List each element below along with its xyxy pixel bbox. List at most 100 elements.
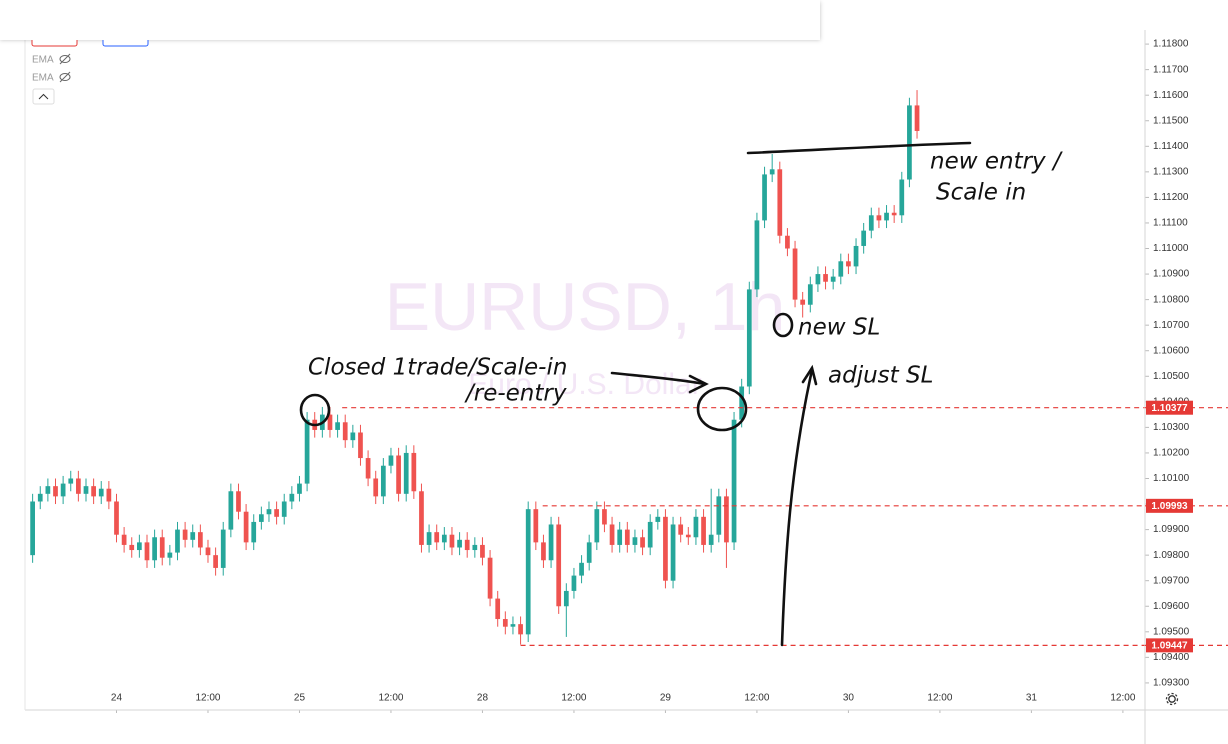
candle-body	[53, 486, 58, 497]
x-tick-label: 24	[111, 693, 123, 704]
candle-body	[785, 235, 790, 249]
candle-body	[327, 414, 333, 430]
settings-icon[interactable]	[1165, 692, 1179, 706]
candle-body	[220, 529, 226, 568]
y-tick-label: 1.11800	[1153, 39, 1189, 50]
candle-body	[724, 496, 729, 543]
toolbar-cut	[0, 30, 820, 40]
candle-body	[373, 478, 379, 497]
visibility-icons[interactable]	[59, 53, 71, 83]
candle-body	[68, 478, 74, 484]
candle-body	[693, 516, 699, 538]
candle-body	[678, 524, 684, 535]
y-tick-label: 1.11600	[1153, 90, 1189, 101]
candle-body	[495, 598, 501, 620]
annotation: Scale in	[936, 180, 1026, 206]
candle-body	[129, 544, 135, 551]
y-tick-label: 1.09700	[1153, 575, 1190, 586]
candle-body	[114, 501, 119, 535]
candle-body	[655, 516, 661, 522]
candle-body	[274, 509, 279, 517]
collapse-button[interactable]	[32, 88, 55, 105]
candle-body	[30, 501, 35, 556]
candle-body	[884, 212, 889, 221]
candle-body	[83, 486, 89, 494]
candle-body	[617, 529, 623, 545]
candle-body	[533, 509, 539, 543]
candle-body	[640, 537, 645, 548]
x-tick-label: 12:00	[927, 693, 952, 704]
candle-body	[861, 230, 867, 246]
candle-body	[297, 483, 302, 494]
y-tick-label: 1.09900	[1153, 524, 1190, 535]
candle-body	[228, 491, 234, 530]
candle-body	[609, 524, 615, 545]
y-tick-label: 1.11200	[1153, 192, 1189, 203]
candle-body	[899, 179, 905, 216]
candle-body	[266, 509, 272, 515]
y-tick-label: 1.10100	[1153, 473, 1190, 484]
candle-body	[350, 432, 356, 441]
y-tick-label: 1.10600	[1153, 345, 1190, 356]
level-label: 1.10377	[1151, 403, 1188, 414]
candle-body	[739, 386, 745, 420]
candle-body	[457, 539, 462, 548]
y-tick-label: 1.09400	[1153, 652, 1190, 663]
candle-body	[548, 524, 554, 561]
candle-body	[876, 215, 882, 221]
indicator-label: EMA	[32, 55, 54, 66]
candle-body	[236, 491, 241, 512]
level-label: 1.09447	[1151, 640, 1188, 651]
candle-body	[190, 532, 196, 540]
candle-body	[480, 544, 485, 558]
y-tick-label: 1.09300	[1153, 678, 1190, 689]
candle-body	[342, 422, 348, 441]
candle-body	[914, 105, 920, 131]
hand-drawings	[299, 141, 972, 647]
candle-body	[137, 542, 142, 551]
candle-body	[571, 575, 577, 591]
candle-body	[518, 624, 523, 635]
candle-body	[792, 248, 798, 300]
candle-body	[175, 529, 180, 553]
candle-body	[769, 169, 775, 175]
y-tick-label: 1.09800	[1153, 550, 1190, 561]
candle-body	[823, 274, 828, 282]
candle-body	[685, 534, 691, 538]
candle-body	[815, 274, 821, 285]
candle-body	[663, 516, 668, 581]
candle-body	[777, 169, 783, 236]
candle-body	[91, 486, 96, 497]
candle-body	[556, 524, 562, 607]
candle-body	[586, 542, 592, 563]
candle-body	[335, 422, 340, 430]
y-tick-label: 1.09600	[1153, 601, 1190, 612]
candle-body	[205, 547, 211, 556]
candle-body	[304, 419, 310, 484]
candle-body	[907, 105, 912, 180]
candle-body	[167, 552, 173, 558]
y-tick-label: 1.09500	[1153, 626, 1190, 637]
candle-body	[701, 516, 706, 545]
candle-body	[182, 529, 188, 540]
x-tick-label: 29	[660, 693, 672, 704]
candle-body	[289, 493, 295, 502]
candle-body	[152, 537, 157, 561]
candle-body	[388, 455, 394, 466]
candle-body	[891, 212, 897, 216]
candle-body	[541, 542, 546, 561]
candle-body	[106, 488, 112, 502]
annotation: new SL	[798, 315, 880, 341]
watermark-subtitle: Euro / U.S. Dollar	[468, 368, 701, 401]
y-tick-label: 1.11100	[1153, 218, 1188, 229]
candle-body	[411, 452, 417, 492]
candle-body	[670, 524, 676, 581]
candle-body	[487, 557, 493, 599]
candle-body	[441, 534, 447, 543]
watermark-title: EURUSD, 1h	[385, 269, 786, 345]
candle-body	[403, 452, 409, 494]
candle-body	[121, 534, 127, 545]
x-tick-label: 12:00	[378, 693, 403, 704]
